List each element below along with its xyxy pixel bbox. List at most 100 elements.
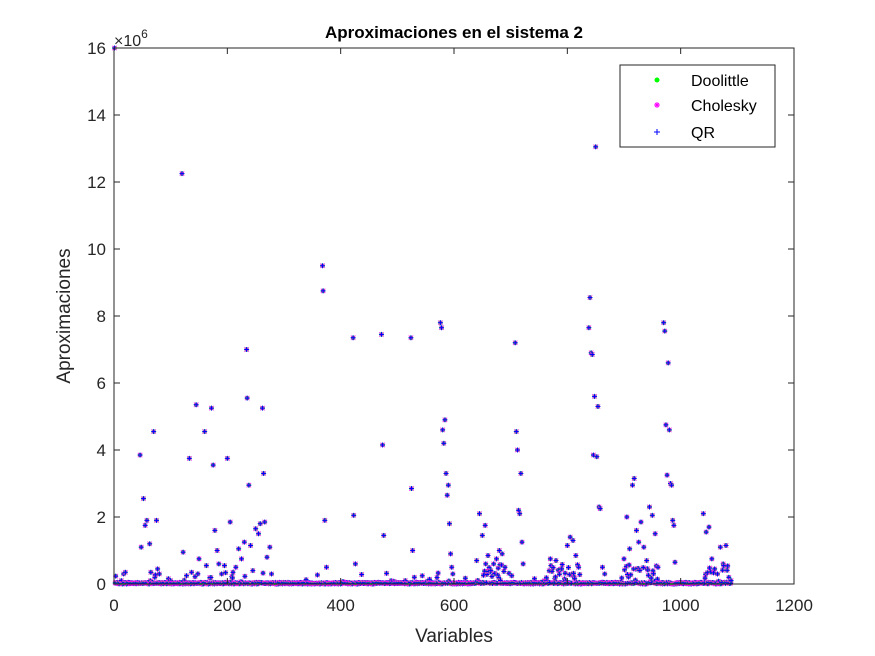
data-point: [499, 551, 505, 557]
data-point: [669, 482, 675, 488]
data-point: [411, 574, 417, 580]
y-tick-label: 4: [97, 441, 106, 460]
data-point: [644, 558, 650, 564]
qr-point: [208, 574, 214, 580]
data-point: [222, 563, 227, 569]
data-point: [244, 347, 250, 352]
qr-point: [155, 566, 161, 572]
data-point: [435, 570, 441, 576]
data-point: [573, 553, 579, 559]
data-point: [512, 340, 518, 346]
data-point: [137, 452, 143, 458]
data-point: [189, 569, 195, 575]
data-point: [482, 522, 488, 528]
data-point: [665, 360, 671, 366]
data-point: [640, 565, 646, 571]
data-point: [381, 532, 387, 538]
data-point: [655, 564, 661, 570]
data-point: [641, 544, 647, 550]
qr-point: [180, 549, 186, 555]
data-point: [186, 455, 192, 461]
y-tick-label: 14: [87, 106, 106, 125]
data-point: [444, 492, 450, 498]
qr-point: [193, 402, 199, 408]
qr-point: [222, 563, 227, 569]
data-point: [195, 571, 201, 577]
x-tick-label: 0: [109, 596, 118, 615]
data-point: [443, 470, 449, 476]
y-tick-label: 2: [97, 508, 106, 527]
y-tick-label: 12: [87, 173, 106, 192]
data-point: [594, 454, 600, 460]
data-point: [264, 554, 270, 560]
data-point: [670, 517, 676, 523]
data-point: [474, 558, 480, 564]
data-point: [650, 571, 656, 577]
exponent-label: ×106: [114, 27, 148, 50]
data-point: [419, 573, 425, 579]
qr-point: [151, 429, 157, 435]
data-point: [626, 562, 632, 568]
plot-area: 0 200 400 600 800 1000 1200 0 2 4 6 8 10 12 14 16: [87, 39, 813, 615]
data-point: [666, 427, 672, 433]
data-point: [260, 570, 266, 576]
data-point: [384, 570, 390, 576]
data-point: [553, 558, 559, 564]
data-point: [212, 527, 218, 533]
data-point: [408, 335, 414, 341]
exponent-base: ×10: [114, 33, 141, 50]
data-point: [314, 572, 320, 578]
x-tick-label: 400: [326, 596, 354, 615]
data-point: [700, 511, 706, 517]
qr-point: [214, 548, 220, 553]
data-point: [570, 537, 576, 543]
data-point: [269, 571, 275, 577]
data-point: [202, 429, 208, 435]
qr-point: [203, 563, 209, 569]
qr-point: [147, 541, 153, 547]
qr-point: [227, 519, 233, 525]
data-point: [144, 517, 150, 523]
data-point: [248, 542, 254, 548]
data-point: [445, 482, 451, 488]
data-point: [709, 556, 715, 562]
data-point: [359, 572, 365, 578]
data-point: [380, 442, 386, 448]
qr-point: [230, 569, 236, 575]
data-point: [244, 395, 250, 401]
data-point: [593, 144, 599, 150]
qr-point: [148, 569, 154, 575]
data-point: [621, 556, 627, 562]
legend-label-doolittle: Doolittle: [691, 73, 749, 90]
data-point: [193, 402, 199, 408]
data-point: [519, 539, 525, 545]
data-point: [352, 561, 358, 567]
x-tick-label: 1200: [775, 596, 813, 615]
data-point: [320, 288, 326, 294]
qr-point: [236, 546, 242, 552]
data-point: [253, 526, 259, 532]
qr-point: [192, 574, 198, 580]
data-point: [241, 539, 247, 545]
data-point: [597, 506, 603, 512]
legend: Doolittle Cholesky QR: [619, 64, 776, 148]
data-point: [147, 541, 153, 547]
data-point: [589, 352, 595, 358]
qr-point: [189, 569, 195, 575]
qr-point: [156, 571, 162, 577]
data-point: [717, 544, 723, 550]
data-point: [324, 564, 329, 570]
x-tick-label: 200: [213, 596, 241, 615]
data-point: [440, 427, 446, 433]
qr-point: [154, 517, 159, 523]
qr-point: [179, 171, 185, 177]
data-point: [256, 531, 261, 537]
data-point: [720, 567, 726, 573]
data-point: [151, 429, 157, 435]
data-point: [261, 470, 267, 476]
data-point: [547, 556, 553, 562]
data-point: [152, 572, 158, 578]
qr-point: [224, 455, 230, 461]
x-tick-label: 1000: [662, 596, 700, 615]
